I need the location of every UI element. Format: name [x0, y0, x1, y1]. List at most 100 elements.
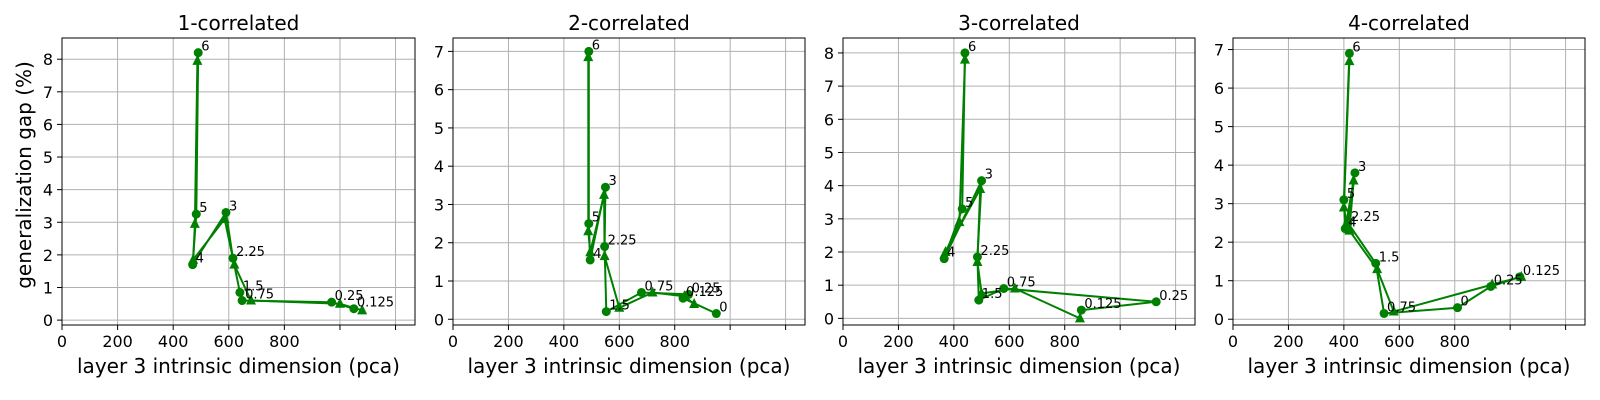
subplot-2: 0 200 400 600 800 0 1 2 3 4 5 6 7 2-correlated layer 3… — [434, 11, 806, 378]
x-tick-label: 0 — [1228, 332, 1238, 351]
data-point-triangle — [599, 250, 610, 261]
data-label: 0.25 — [335, 289, 364, 304]
data-point-triangle — [1341, 216, 1352, 227]
data-label: 3 — [1358, 160, 1366, 175]
y-tick-label: 6 — [824, 110, 834, 129]
y-tick-label: 1 — [1214, 272, 1224, 291]
data-point-triangle — [357, 304, 368, 315]
data-point-triangle — [1372, 263, 1383, 274]
data-point-triangle — [583, 51, 594, 62]
data-point-triangle — [647, 286, 658, 297]
data-label: 5 — [199, 201, 207, 216]
data-point-circle — [237, 296, 247, 306]
data-point-triangle — [976, 287, 987, 298]
x-tick-label: 400 — [549, 332, 580, 351]
y-tick-label: 1 — [434, 272, 444, 291]
data-point-circle — [999, 284, 1009, 294]
y-tick-label: 6 — [1214, 79, 1224, 98]
data-point-circle — [584, 219, 594, 229]
data-label: 6 — [1352, 40, 1360, 55]
data-label: 6 — [968, 40, 976, 55]
data-label: 0.25 — [692, 281, 721, 296]
data-point-triangle — [959, 53, 970, 64]
x-tick-label: 200 — [102, 332, 133, 351]
data-label: 5 — [965, 196, 973, 211]
y-tick-label: 8 — [43, 50, 53, 69]
data-point-circle — [1453, 303, 1463, 313]
data-label: 0.25 — [1159, 289, 1188, 304]
plot-frame — [842, 37, 1196, 326]
data-label: 6 — [592, 38, 600, 53]
data-point-triangle — [246, 294, 257, 305]
data-point-triangle — [1348, 174, 1359, 185]
data-label: 1.5 — [243, 279, 264, 294]
x-tick-label: 0 — [57, 332, 67, 351]
y-tick-label: 0 — [434, 310, 444, 329]
plot-frame — [1232, 37, 1586, 326]
data-label: 0.125 — [357, 296, 394, 311]
x-tick-label: 400 — [1329, 332, 1360, 351]
y-tick-label: 7 — [1214, 41, 1224, 60]
x-tick-label: 400 — [158, 332, 189, 351]
x-tick-label: 800 — [1439, 332, 1470, 351]
data-point-triangle — [679, 290, 690, 301]
data-point-triangle — [1487, 278, 1498, 289]
data-point-circle — [977, 176, 987, 186]
data-point-circle — [585, 255, 595, 265]
data-point-circle — [939, 254, 949, 264]
data-point-circle — [1339, 195, 1349, 205]
y-tick-label: 3 — [434, 195, 444, 214]
y-tick-label: 6 — [43, 115, 53, 134]
y-tick-label: 2 — [43, 246, 53, 265]
data-label: 0.125 — [686, 285, 723, 300]
data-point-triangle — [1338, 201, 1349, 212]
data-label: 0.25 — [1494, 273, 1523, 288]
series-line-triangle — [944, 59, 1081, 320]
data-point-triangle — [192, 54, 203, 65]
data-label: 2.25 — [980, 244, 1009, 259]
data-label: 2.25 — [1351, 210, 1380, 225]
subplot-4: 0 200 400 600 800 0 1 2 3 4 5 6 7 4-correlated layer 3… — [1214, 11, 1586, 378]
y-tick-label: 1 — [824, 276, 834, 295]
data-point-circle — [349, 304, 359, 314]
x-tick-label: 600 — [1384, 332, 1415, 351]
x-tick-label: 200 — [493, 332, 524, 351]
data-point-triangle — [599, 188, 610, 199]
y-tick-label: 5 — [824, 143, 834, 162]
y-tick-label: 5 — [43, 148, 53, 167]
y-tick-label: 0 — [824, 309, 834, 328]
y-tick-label: 4 — [434, 157, 444, 176]
series-line-triangle — [587, 57, 695, 309]
y-tick-label: 1 — [43, 278, 53, 297]
plot-frame — [452, 37, 806, 326]
data-label: 2.25 — [236, 245, 265, 260]
y-tick-label: 8 — [824, 44, 834, 63]
data-label: 4 — [947, 246, 955, 261]
data-point-circle — [960, 48, 970, 58]
series-line-circle — [191, 52, 355, 310]
data-point-triangle — [954, 216, 965, 227]
y-tick-label: 0 — [1214, 310, 1224, 329]
y-tick-label: 6 — [434, 81, 444, 100]
x-axis-label: layer 3 intrinsic dimension (pca) — [468, 354, 791, 378]
y-tick-label: 5 — [434, 119, 444, 138]
data-point-circle — [235, 287, 245, 297]
plot-frame — [61, 37, 416, 326]
y-tick-label: 4 — [43, 181, 53, 200]
y-tick-label: 5 — [1214, 118, 1224, 137]
x-tick-label: 800 — [1049, 332, 1080, 351]
chart-title: 3-correlated — [958, 11, 1080, 35]
data-label: 5 — [1347, 187, 1355, 202]
chart-title: 2-correlated — [568, 11, 690, 35]
data-point-circle — [1344, 48, 1354, 58]
data-label: 0 — [1461, 295, 1469, 310]
data-point-triangle — [689, 297, 700, 308]
data-point-circle — [600, 182, 610, 192]
data-label: 0.125 — [1084, 297, 1121, 312]
data-point-triangle — [229, 258, 240, 269]
data-point-circle — [601, 307, 611, 317]
data-label: 0.75 — [245, 288, 274, 303]
subplot-3: 0 200 400 600 800 0 1 2 3 4 5 6 7 8 3-correlated layer … — [824, 11, 1196, 378]
x-tick-label: 600 — [604, 332, 635, 351]
